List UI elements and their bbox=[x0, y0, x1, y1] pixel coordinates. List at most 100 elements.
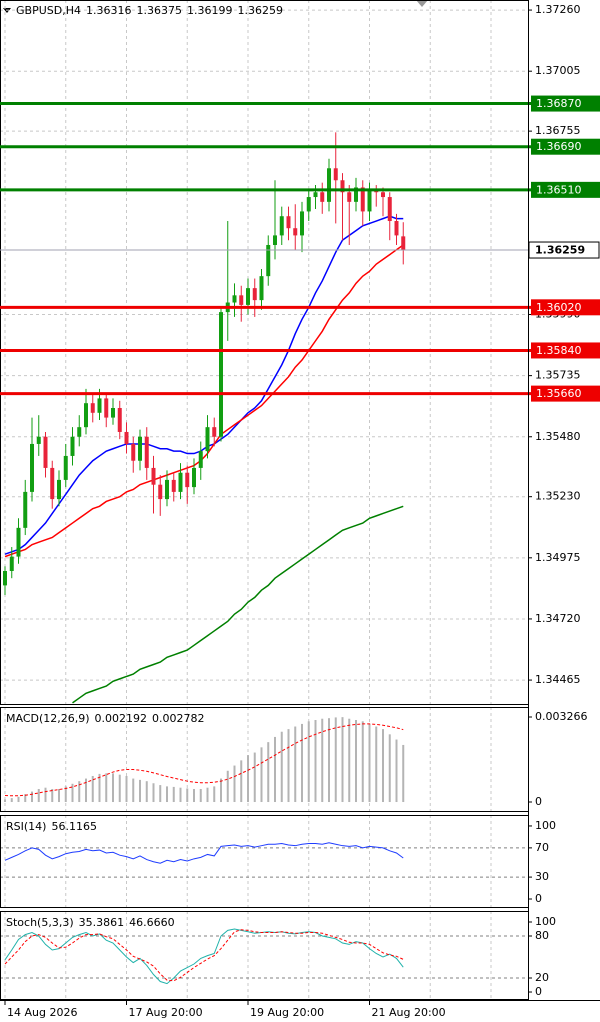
level-label-box bbox=[531, 138, 600, 155]
x-tick-label: 17 Aug 20:00 bbox=[129, 1006, 203, 1019]
y-tick-label: 0 bbox=[535, 795, 542, 808]
macd-bar bbox=[37, 788, 40, 803]
candle-body bbox=[90, 403, 95, 413]
candle-body bbox=[219, 312, 223, 437]
indicator-value: 1.36375 bbox=[136, 4, 182, 17]
candle-body bbox=[387, 197, 392, 222]
macd-bar bbox=[85, 778, 87, 803]
macd-bar bbox=[287, 729, 290, 803]
macd-bar bbox=[247, 755, 249, 803]
y-tick-label: 100 bbox=[535, 819, 556, 832]
y-tick-label: 0 bbox=[535, 985, 542, 998]
candle-body bbox=[57, 479, 61, 500]
indicator-value: 0.002192 bbox=[95, 712, 148, 725]
candle-body bbox=[239, 295, 244, 305]
x-tick-label: 19 Aug 20:00 bbox=[250, 1006, 324, 1019]
y-tick-label: 70 bbox=[535, 841, 549, 854]
macd-bar bbox=[240, 760, 243, 803]
indicator-name: Stoch(5,3,3) bbox=[6, 916, 74, 929]
macd-bar bbox=[355, 720, 357, 803]
candle-body bbox=[165, 479, 169, 500]
macd-bar bbox=[186, 788, 189, 803]
candle-body bbox=[360, 187, 365, 212]
macd-bar bbox=[321, 718, 324, 803]
candle-body bbox=[401, 236, 406, 251]
candle-body bbox=[246, 288, 250, 305]
macd-bar bbox=[4, 799, 6, 803]
candle-body bbox=[279, 216, 284, 236]
macd-bar bbox=[334, 717, 337, 803]
candle-body bbox=[300, 211, 304, 236]
y-tick-label: 1.35480 bbox=[535, 430, 581, 443]
macd-bar bbox=[220, 778, 222, 803]
panel-header: Stoch(5,3,3) 35.3861 46.6660 bbox=[6, 916, 175, 929]
indicator-line bbox=[4, 842, 404, 864]
macd-bar bbox=[294, 726, 297, 803]
macd-bar bbox=[105, 773, 108, 803]
candle-body bbox=[333, 168, 338, 181]
level-label: 1.35660 bbox=[536, 387, 582, 400]
candle-body bbox=[84, 403, 88, 428]
macd-bar bbox=[91, 775, 94, 803]
candle-body bbox=[293, 228, 298, 236]
y-tick-label: 1.34465 bbox=[535, 673, 581, 686]
y-tick-label: 20 bbox=[535, 971, 549, 984]
candle-body bbox=[117, 407, 122, 432]
macd-bar bbox=[193, 788, 195, 803]
candle-body bbox=[97, 398, 102, 413]
y-tick-label: 1.36755 bbox=[535, 124, 581, 137]
indicator-value: 46.6660 bbox=[129, 916, 175, 929]
candle-body bbox=[36, 436, 41, 444]
macd-bar bbox=[280, 731, 283, 803]
macd-bar bbox=[307, 721, 310, 803]
candle-body bbox=[70, 436, 75, 456]
macd-bar bbox=[98, 773, 101, 803]
macd-bar bbox=[139, 779, 141, 803]
candle-body bbox=[259, 276, 264, 301]
macd-bar bbox=[172, 786, 175, 803]
macd-bar bbox=[375, 726, 378, 803]
indicator-value: 1.36316 bbox=[86, 4, 132, 17]
candle-body bbox=[266, 244, 271, 277]
candle-body bbox=[111, 407, 115, 418]
macd-bar bbox=[260, 747, 263, 803]
y-tick-label: 1.34975 bbox=[535, 551, 581, 564]
y-tick-label: 100 bbox=[535, 915, 556, 928]
indicator-line bbox=[4, 928, 404, 985]
candle-body bbox=[16, 527, 21, 557]
macd-bar bbox=[213, 786, 216, 803]
candle-body bbox=[313, 192, 318, 198]
macd-bar bbox=[64, 786, 67, 803]
y-tick-label: 30 bbox=[535, 870, 549, 883]
macd-bar bbox=[199, 788, 202, 803]
indicator-name: MACD(12,26,9) bbox=[6, 712, 90, 725]
candle-body bbox=[50, 467, 55, 500]
candle-body bbox=[340, 180, 345, 193]
level-label-box bbox=[531, 299, 600, 316]
macd-bar bbox=[388, 734, 391, 803]
panel-header: GBPUSD,H4 1.36316 1.36375 1.36199 1.36259 bbox=[16, 4, 283, 17]
indicator-value: 1.36259 bbox=[237, 4, 283, 17]
candle-body bbox=[171, 479, 176, 492]
level-label-box bbox=[531, 181, 600, 198]
macd-bar bbox=[166, 786, 168, 803]
macd-bar bbox=[17, 796, 20, 803]
candle-body bbox=[394, 221, 399, 236]
candle-body bbox=[151, 467, 156, 485]
y-tick-label: 1.35735 bbox=[535, 369, 581, 382]
moving-average bbox=[72, 505, 404, 704]
candle-body bbox=[381, 192, 385, 198]
candle-body bbox=[178, 472, 183, 492]
indicator-name: GBPUSD,H4 bbox=[16, 4, 81, 17]
macd-bar bbox=[44, 787, 47, 803]
macd-bar bbox=[361, 721, 364, 803]
macd-bar bbox=[31, 791, 33, 803]
macd-bar bbox=[267, 742, 270, 803]
indicator-value: 35.3861 bbox=[79, 916, 125, 929]
macd-bar bbox=[314, 720, 317, 803]
macd-bar bbox=[395, 739, 398, 803]
candle-body bbox=[124, 431, 129, 444]
macd-bar bbox=[206, 787, 209, 803]
indicator-value: 1.36199 bbox=[187, 4, 233, 17]
macd-bar bbox=[118, 774, 121, 803]
